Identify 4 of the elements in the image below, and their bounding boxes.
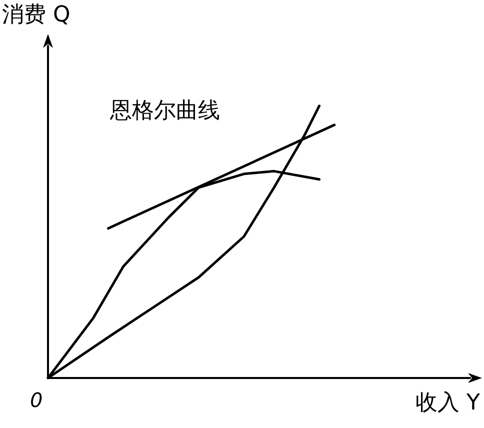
x-axis-title: 收入 Y <box>416 390 481 416</box>
annotation: 恩格尔曲线 <box>109 98 220 124</box>
text: 0 <box>30 388 43 412</box>
y-axis-title: 消费 Q <box>2 2 70 28</box>
